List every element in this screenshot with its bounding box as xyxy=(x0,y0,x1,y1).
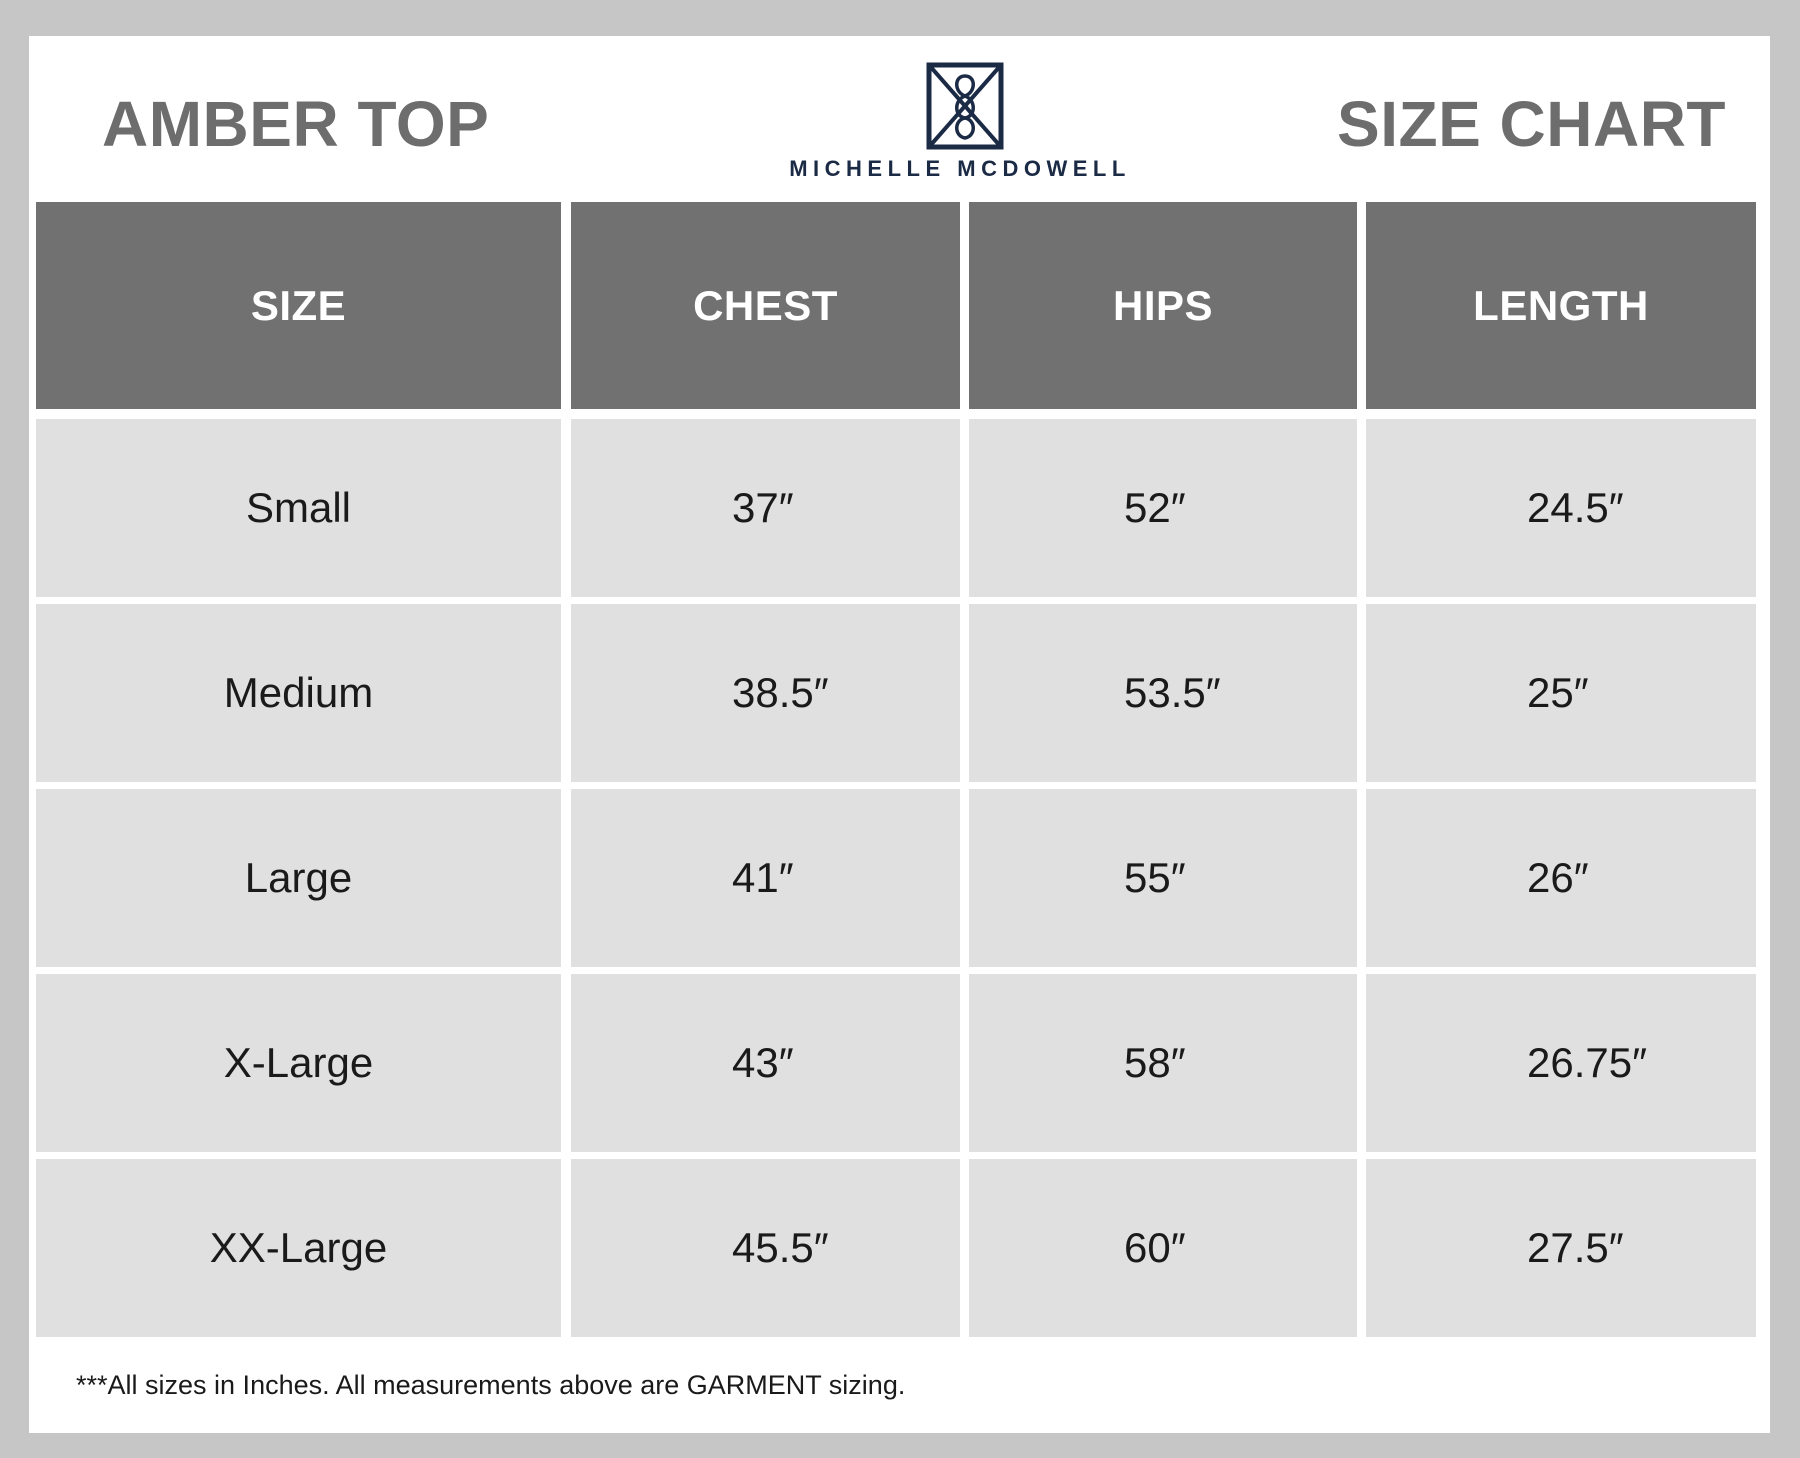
table-cell-hips: 60″ xyxy=(969,1159,1357,1337)
table-cell-size: Large xyxy=(36,789,561,967)
table-cell-length: 24.5″ xyxy=(1366,419,1756,597)
table-cell-chest: 38.5″ xyxy=(571,604,960,782)
table-cell-hips: 52″ xyxy=(969,419,1357,597)
table-cell-size: Small xyxy=(36,419,561,597)
table-cell-length: 26″ xyxy=(1366,789,1756,967)
table-cell-length: 27.5″ xyxy=(1366,1159,1756,1337)
column-header-length: LENGTH xyxy=(1366,202,1756,409)
table-cell-hips: 55″ xyxy=(969,789,1357,967)
table-cell-hips: 58″ xyxy=(969,974,1357,1152)
table-cell-length: 25″ xyxy=(1366,604,1756,782)
brand-monogram-icon xyxy=(926,62,1004,150)
table-cell-chest: 43″ xyxy=(571,974,960,1152)
table-cell-length: 26.75″ xyxy=(1366,974,1756,1152)
product-title: AMBER TOP xyxy=(102,88,490,160)
brand-logo: MICHELLE MCDOWELL xyxy=(780,58,1140,188)
table-cell-hips: 53.5″ xyxy=(969,604,1357,782)
footnote: ***All sizes in Inches. All measurements… xyxy=(76,1370,906,1400)
chart-title: SIZE CHART xyxy=(1337,88,1726,160)
column-header-chest: CHEST xyxy=(571,202,960,409)
table-cell-chest: 41″ xyxy=(571,789,960,967)
table-cell-chest: 37″ xyxy=(571,419,960,597)
table-cell-size: X-Large xyxy=(36,974,561,1152)
column-header-size: SIZE xyxy=(36,202,561,409)
table-cell-size: Medium xyxy=(36,604,561,782)
table-cell-chest: 45.5″ xyxy=(571,1159,960,1337)
brand-name: MICHELLE MCDOWELL xyxy=(789,156,1131,181)
column-header-hips: HIPS xyxy=(969,202,1357,409)
table-cell-size: XX-Large xyxy=(36,1159,561,1337)
